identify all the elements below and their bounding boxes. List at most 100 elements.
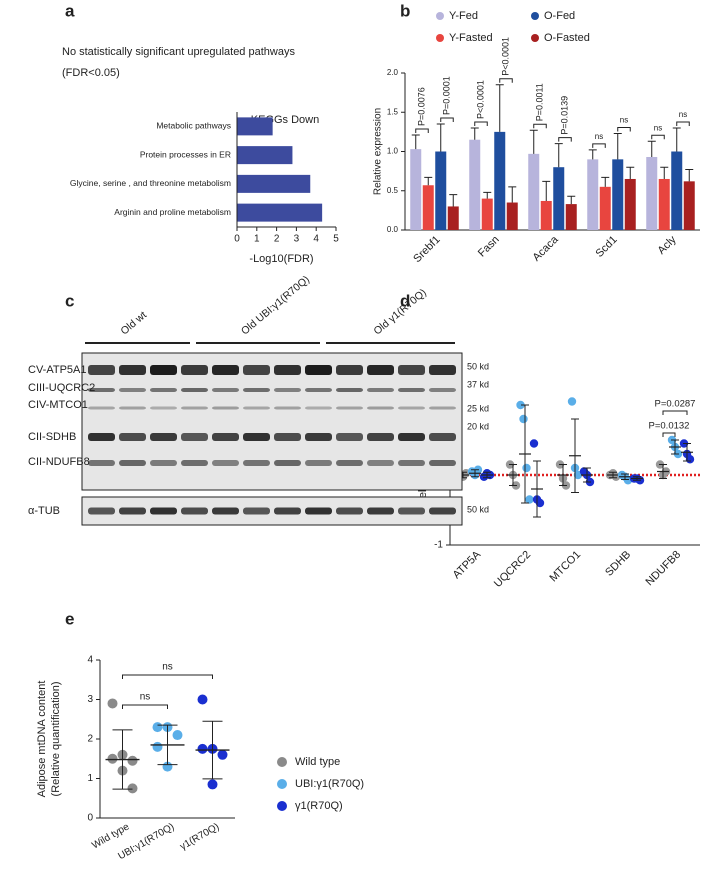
y-tick-label: 3 [87, 694, 93, 705]
y-axis-label: (Relative quantification) [50, 682, 62, 797]
bar [422, 185, 434, 230]
blot-band [336, 433, 363, 441]
bar [553, 167, 565, 230]
legend-label: Y-Fasted [449, 32, 493, 44]
legend-label: γ1(R70Q) [295, 800, 343, 812]
annotation: ns [620, 116, 628, 125]
blot-band [305, 406, 332, 410]
y-tick-label: 0.5 [387, 186, 399, 195]
data-point [535, 498, 545, 508]
panel-label: a [65, 1, 75, 20]
bar [587, 159, 599, 230]
blot-band [181, 365, 208, 375]
x-tick-label: 4 [313, 234, 319, 245]
legend-marker [277, 801, 287, 811]
blot-band [119, 406, 146, 410]
annotation: P=0.0076 [416, 87, 426, 126]
legend-marker [436, 34, 444, 42]
legend-marker [531, 34, 539, 42]
error-bar [449, 194, 458, 207]
bracket [440, 117, 454, 123]
bar [237, 203, 323, 222]
row-label: CII-NDUFB8 [28, 456, 90, 468]
blot-band [274, 460, 301, 466]
blot-band [150, 406, 177, 410]
blot-band [212, 365, 239, 375]
bracket [122, 704, 168, 709]
y-tick-label: 0 [87, 813, 93, 824]
bar [646, 156, 658, 230]
y-tick-label: Metabolic pathways [156, 121, 231, 131]
error-bar [647, 140, 656, 157]
blot-band [429, 460, 456, 466]
blot-band [88, 406, 115, 410]
bar [540, 200, 552, 230]
error-bar [470, 127, 479, 140]
error-bar [559, 464, 567, 486]
row-label: CIV-MTCO1 [28, 399, 88, 411]
legend-label: UBI:γ1(R70Q) [295, 778, 364, 790]
data-point [567, 397, 577, 406]
y-axis-label: Adipose mtDNA content [36, 681, 48, 798]
error-bar [626, 166, 635, 179]
blot-band [212, 507, 239, 515]
blot-band [243, 365, 270, 375]
bar [435, 151, 447, 230]
size-label: 50 kd [467, 504, 489, 514]
bar [671, 151, 683, 230]
legend-label: O-Fasted [544, 32, 590, 44]
blot-band [305, 433, 332, 441]
error-bar [685, 169, 694, 182]
bar [237, 146, 293, 165]
error-bar [542, 180, 551, 201]
legend-label: Y-Fed [449, 10, 478, 22]
y-tick-label: 0.0 [387, 225, 399, 234]
blot-band [336, 406, 363, 410]
legend-label: Wild type [295, 756, 340, 768]
x-tick-label: 2 [274, 234, 280, 245]
blot-band [367, 406, 394, 410]
blot-band [336, 365, 363, 375]
error-bar [508, 186, 517, 203]
panel-label: b [400, 1, 410, 20]
blot-band [181, 406, 208, 410]
blot-band [150, 388, 177, 392]
blot-band [243, 406, 270, 410]
bracket [558, 137, 572, 142]
blot-band [88, 365, 115, 375]
blot-band [274, 406, 301, 410]
blot-band [398, 388, 425, 392]
error-bar [529, 129, 538, 154]
bar [565, 204, 577, 230]
size-label: 20 kd [467, 421, 489, 431]
blot-band [429, 507, 456, 515]
y-tick-label: 1.5 [387, 107, 399, 116]
x-tick-label: 0 [234, 234, 240, 245]
data-point [217, 749, 228, 760]
annotation: (FDR<0.05) [62, 67, 120, 79]
annotation: ns [595, 132, 603, 141]
data-point [529, 439, 539, 448]
bar [528, 153, 540, 230]
blot-band [429, 433, 456, 441]
blot-band [150, 460, 177, 466]
error-bar [571, 418, 579, 493]
y-tick-label: Protein processes in ER [140, 149, 231, 159]
annotation: ns [140, 692, 151, 703]
legend-marker [436, 12, 444, 20]
bar [410, 149, 422, 230]
error-bar [671, 439, 679, 455]
error-bar [533, 460, 541, 518]
bracket [662, 432, 676, 437]
blot-band [243, 388, 270, 392]
error-bar [660, 166, 669, 179]
annotation: P<0.0001 [500, 37, 510, 76]
blot-band [429, 365, 456, 375]
bracket [662, 410, 688, 415]
blot-band [336, 507, 363, 515]
error-bar [495, 84, 504, 132]
data-point [519, 414, 528, 424]
error-bar [509, 464, 517, 486]
blot-band [119, 507, 146, 515]
